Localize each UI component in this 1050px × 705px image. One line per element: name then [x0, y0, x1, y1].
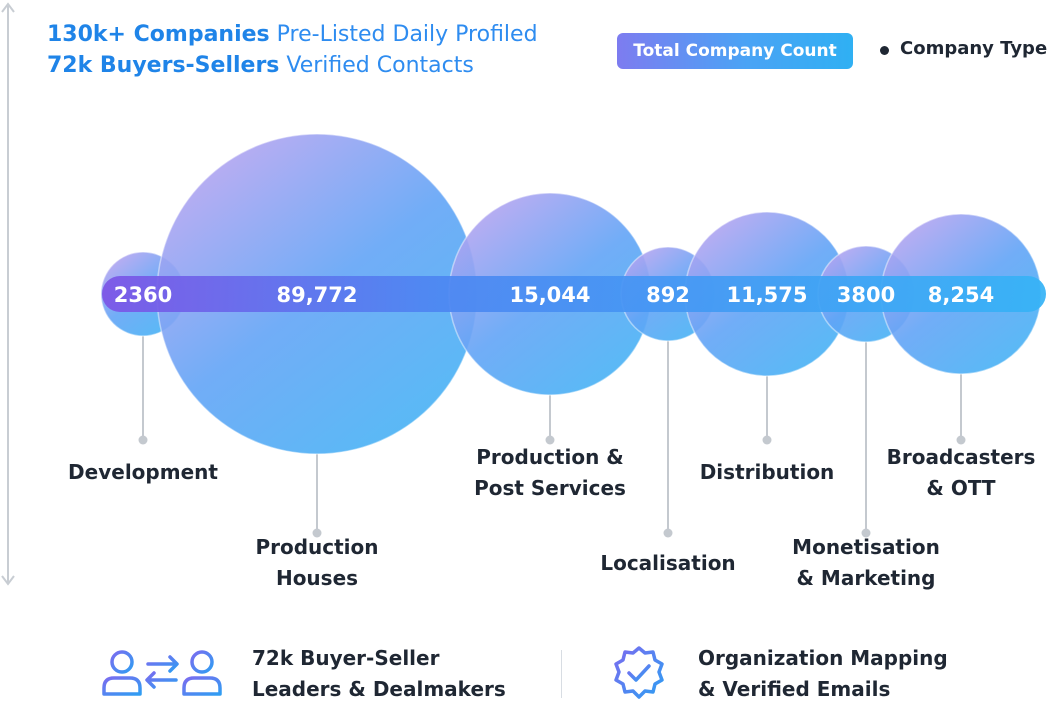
category-label-monetisation-marketing-line1: Monetisation	[792, 535, 940, 559]
leader-dot-development	[138, 435, 148, 445]
legend-total-count: Total Company Count	[617, 33, 853, 69]
headline-companies-rest: Pre-Listed Daily Profiled	[269, 22, 538, 47]
leader-dot-production-post-services	[545, 435, 555, 445]
vertical-axis	[1, 2, 15, 586]
feature-org-mapping-line2: & Verified Emails	[698, 677, 891, 701]
feature-divider	[561, 650, 562, 698]
headline-contacts-bold: 72k Buyers-Sellers	[47, 53, 280, 78]
axis-arrow-up	[1, 2, 15, 13]
headline-companies: 130k+ Companies Pre-Listed Daily Profile…	[47, 20, 538, 50]
category-label-broadcasters-ott-line2: & OTT	[926, 476, 996, 500]
category-label-production-houses-line1: Production	[255, 535, 378, 559]
feature-buyer-seller-line1: 72k Buyer-Seller	[252, 646, 440, 670]
verified-badge-icon	[614, 646, 664, 699]
headline-contacts-rest: Verified Contacts	[279, 53, 474, 78]
category-label-development: Development	[68, 460, 218, 484]
feature-buyer-seller: 72k Buyer-Seller Leaders & Dealmakers	[252, 643, 506, 705]
count-bar	[102, 276, 1046, 312]
buyer-seller-exchange-icon	[102, 650, 222, 696]
feature-buyer-seller-line2: Leaders & Dealmakers	[252, 677, 506, 701]
category-label-production-houses-line2: Houses	[276, 566, 358, 590]
value-label-production-houses: 89,772	[276, 283, 357, 307]
category-label-localisation: Localisation	[600, 551, 735, 575]
value-label-broadcasters-ott: 8,254	[928, 283, 994, 307]
category-label-production-post-services-line2: Post Services	[474, 476, 626, 500]
value-label-monetisation-marketing: 3800	[837, 283, 895, 307]
category-label-monetisation-marketing-line2: & Marketing	[797, 566, 936, 590]
feature-org-mapping: Organization Mapping & Verified Emails	[698, 643, 948, 705]
leader-dot-distribution	[762, 435, 772, 445]
value-label-distribution: 11,575	[726, 283, 807, 307]
leader-dot-monetisation-marketing	[861, 528, 871, 538]
category-label-distribution: Distribution	[700, 460, 835, 484]
value-label-production-post-services: 15,044	[509, 283, 590, 307]
headline-companies-bold: 130k+ Companies	[47, 22, 270, 47]
category-label-production-post-services-line1: Production &	[476, 445, 623, 469]
value-label-development: 2360	[114, 283, 172, 307]
feature-org-mapping-line1: Organization Mapping	[698, 646, 948, 670]
leader-dot-broadcasters-ott	[956, 435, 966, 445]
legend-company-type: Company Type	[900, 38, 1048, 59]
leader-dot-localisation	[663, 528, 673, 538]
value-label-localisation: 892	[646, 283, 690, 307]
headline-contacts: 72k Buyers-Sellers Verified Contacts	[47, 51, 474, 81]
category-label-broadcasters-ott-line1: Broadcasters	[887, 445, 1036, 469]
legend-dot-icon	[880, 46, 889, 55]
leader-dot-production-houses	[312, 528, 322, 538]
axis-arrow-down	[1, 575, 15, 586]
